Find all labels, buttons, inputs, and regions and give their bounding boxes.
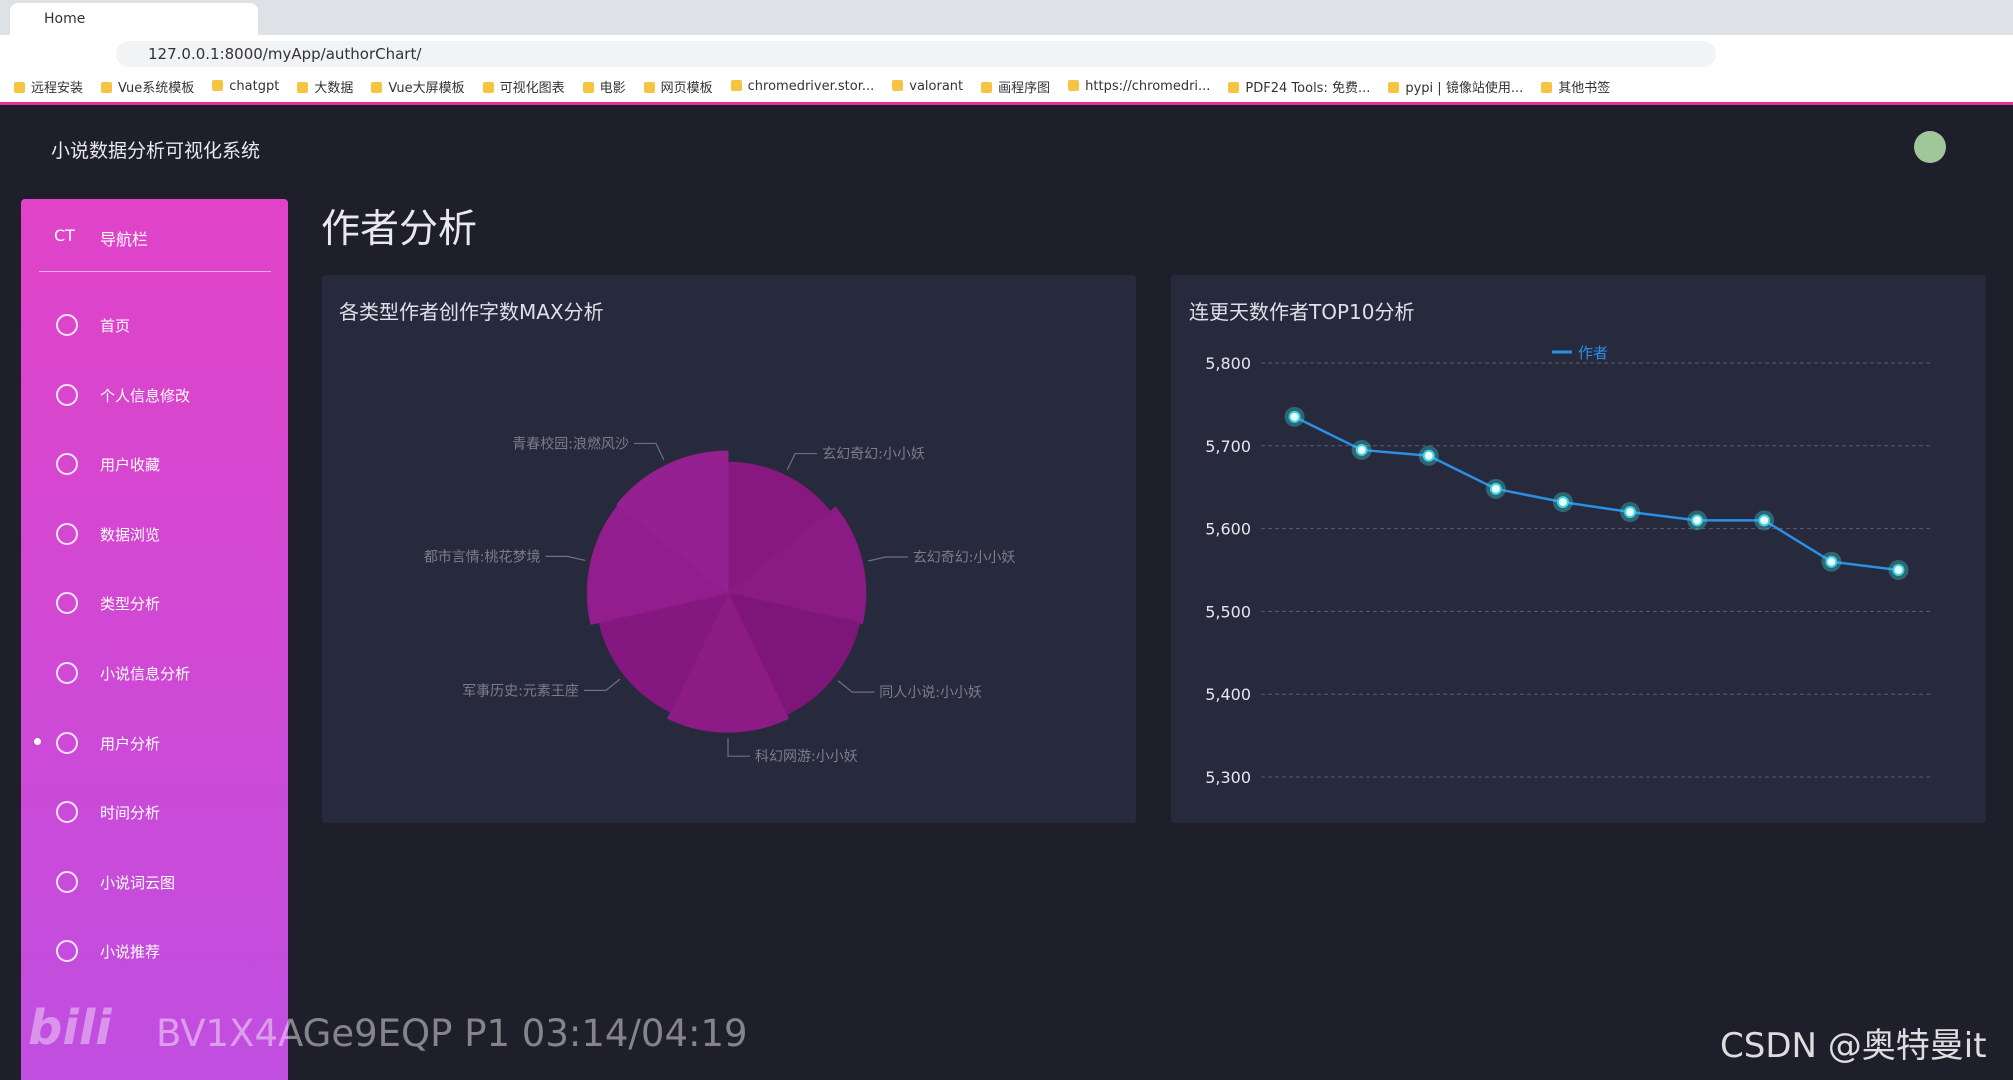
point: [1558, 497, 1568, 507]
point: [1491, 484, 1501, 494]
watermark: CSDN @奥特曼it: [1720, 1018, 1987, 1067]
slice-label: 青春校园:浪燃风沙: [512, 435, 629, 452]
slice-label: 玄幻奇幻:小小妖: [913, 549, 1016, 566]
line: [1295, 417, 1899, 570]
leader-line: [634, 443, 664, 459]
slice-label: 玄幻奇幻:小小妖: [822, 446, 925, 463]
point: [1692, 515, 1702, 525]
leader-line: [838, 681, 874, 692]
y-tick-label: 5,800: [1205, 354, 1251, 373]
point: [1759, 515, 1769, 525]
slice-label: 都市言情:桃花梦境: [424, 548, 541, 565]
slice-label: 军事历史:元素王座: [462, 683, 579, 699]
leader-line: [787, 454, 817, 470]
point: [1893, 565, 1903, 575]
logo: bili: [28, 1000, 112, 1056]
point: [1290, 412, 1300, 422]
y-tick-label: 5,500: [1205, 602, 1251, 621]
point: [1826, 557, 1836, 567]
y-tick-label: 5,400: [1205, 685, 1251, 704]
y-tick-label: 5,700: [1205, 437, 1251, 456]
y-tick-label: 5,600: [1205, 520, 1251, 539]
slice-label: 科幻网游:小小妖: [755, 749, 858, 765]
point: [1357, 445, 1367, 455]
leader-line: [868, 557, 908, 561]
leader-line: [546, 556, 586, 560]
y-tick-label: 5,300: [1205, 768, 1251, 787]
leader-line: [728, 738, 750, 756]
point: [1625, 507, 1635, 517]
legend-label: 作者: [1578, 344, 1608, 362]
point: [1424, 451, 1434, 461]
video-info: BV1X4AGe9EQP P1 03:14/04:19: [156, 1012, 748, 1055]
leader-line: [584, 679, 620, 690]
slice-label: 同人小说:小小妖: [879, 685, 982, 701]
